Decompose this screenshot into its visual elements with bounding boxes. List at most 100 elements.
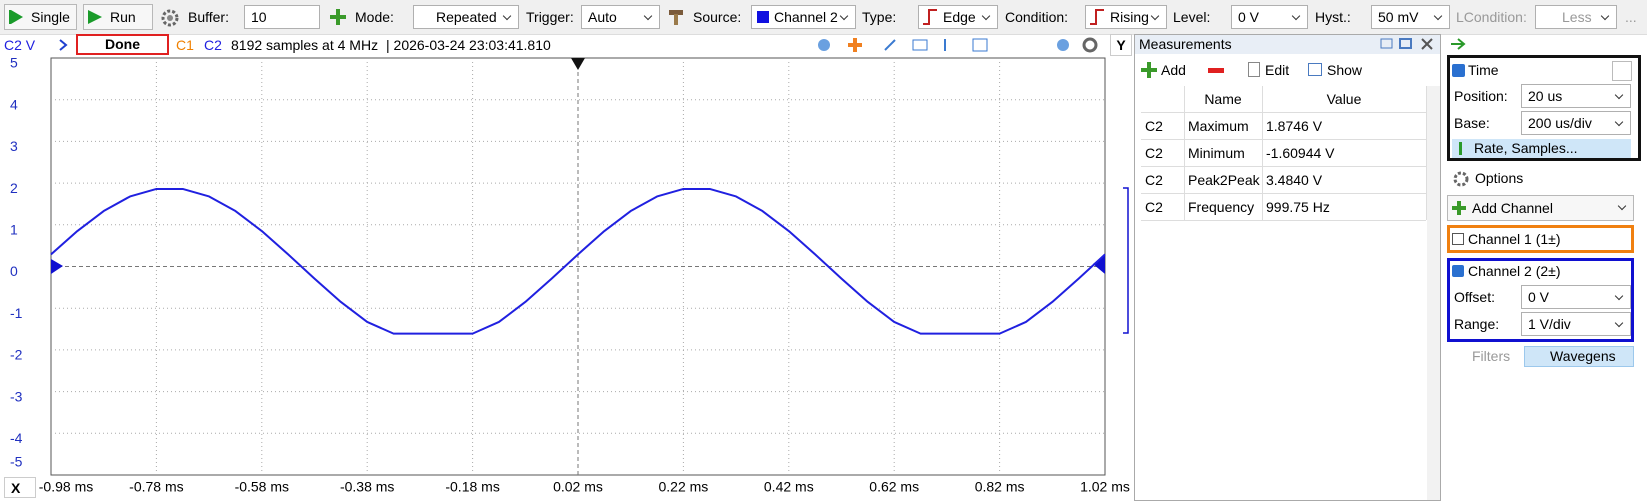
remove-measurement[interactable] [1208, 68, 1224, 73]
y-tick-label: -5 [10, 454, 23, 470]
y-tick-label: -4 [10, 430, 23, 446]
x-tick-label: 0.82 ms [975, 479, 1025, 495]
scrollbar[interactable] [1427, 86, 1440, 500]
range-select[interactable]: 1 V/div [1521, 312, 1631, 336]
base-select[interactable]: 200 us/div [1521, 111, 1631, 135]
edge-icon [923, 9, 937, 25]
source-color [757, 11, 769, 23]
y-axis-unit: C2 V [4, 37, 36, 53]
hammer-icon[interactable] [668, 9, 684, 25]
x-tick-label: 0.42 ms [764, 479, 814, 495]
channel1-panel [1447, 225, 1634, 253]
hyst-label: Hyst.: [1315, 9, 1351, 25]
condition-label: Condition: [1005, 9, 1069, 25]
options-button[interactable]: Options [1475, 170, 1524, 186]
filters-button[interactable]: Filters [1472, 348, 1511, 364]
y-tick-label: -1 [10, 305, 23, 321]
y-button[interactable]: Y [1110, 34, 1132, 56]
row-divider [1141, 139, 1426, 140]
channel2-checkbox[interactable] [1452, 265, 1464, 277]
measurements-titlebar [1135, 35, 1440, 54]
more-button[interactable]: ... [1625, 9, 1637, 25]
buffer-label: Buffer: [188, 9, 229, 25]
name-cell: Peak2Peak [1188, 172, 1260, 188]
rate-button[interactable]: Rate, Samples... [1452, 139, 1631, 158]
add-icon[interactable] [330, 9, 346, 25]
x-tick-label: 0.62 ms [869, 479, 919, 495]
x-tick-label: -0.58 ms [235, 479, 289, 495]
x-button[interactable]: X [4, 477, 36, 498]
column-divider [1426, 86, 1427, 220]
trigger-position-marker[interactable] [571, 58, 585, 70]
add-channel-button[interactable]: Add Channel [1447, 195, 1634, 221]
timestamp: | 2026-03-24 23:03:41.810 [386, 37, 551, 53]
run-icon [88, 10, 102, 24]
lcondition-select[interactable]: Less [1535, 5, 1617, 29]
x-tick-label: -0.78 ms [129, 479, 183, 495]
y-tick-label: 5 [10, 55, 18, 71]
row-divider [1141, 220, 1426, 221]
channel1-checkbox[interactable] [1452, 233, 1464, 245]
name-cell: Frequency [1188, 199, 1255, 215]
position-label: Position: [1454, 88, 1508, 104]
trigger-select[interactable]: Auto [581, 5, 660, 29]
x-tick-label: -0.18 ms [445, 479, 499, 495]
column-header: Name [1204, 91, 1242, 107]
window-buttons[interactable] [1380, 37, 1438, 51]
gear-icon[interactable] [161, 9, 179, 27]
position-select[interactable]: 20 us [1521, 84, 1631, 108]
mode-select[interactable]: Repeated [413, 5, 519, 29]
x-tick-label: 1.02 ms [1080, 479, 1130, 495]
level-input[interactable]: 0 V [1231, 5, 1308, 29]
wavegens-button[interactable]: Wavegens [1524, 346, 1634, 367]
name-cell: Minimum [1188, 145, 1245, 161]
dock-arrow[interactable] [1450, 38, 1466, 50]
range-bracket [1123, 187, 1129, 334]
column-divider [1184, 86, 1185, 220]
base-label: Base: [1454, 115, 1490, 131]
x-tick-label: 0.22 ms [658, 479, 708, 495]
measurements-table: Name Value C2 Maximum 1.8746 V C2 Minimum -1.60… [1141, 86, 1427, 224]
value-cell: -1.60944 V [1266, 145, 1335, 161]
buffer-input[interactable]: 10 [244, 5, 320, 29]
add-channel-icon [1452, 201, 1466, 215]
header-divider [1141, 112, 1426, 113]
expand-icon[interactable] [58, 39, 68, 51]
y-tick-label: 0 [10, 263, 18, 279]
offset-label: Offset: [1454, 289, 1495, 305]
add-measurement-icon[interactable] [1141, 62, 1157, 78]
time-checkbox[interactable] [1452, 64, 1465, 77]
level-label: Level: [1173, 9, 1211, 25]
channel-cell: C2 [1145, 118, 1163, 134]
channel2-tag[interactable]: C2 [204, 37, 222, 53]
x-tick-label: -0.98 ms [39, 479, 93, 495]
add-measurement[interactable]: Add [1161, 62, 1186, 78]
column-divider [1262, 86, 1263, 220]
y-tick-label: 3 [10, 138, 18, 154]
hyst-input[interactable]: 50 mV [1371, 5, 1450, 29]
single-icon [9, 10, 23, 24]
trigger-level-marker[interactable] [1093, 254, 1105, 274]
channel-cell: C2 [1145, 145, 1163, 161]
show-icon [1308, 63, 1322, 76]
channel-cell: C2 [1145, 172, 1163, 188]
show-measurement[interactable]: Show [1327, 62, 1363, 78]
waveform [50, 187, 1106, 335]
value-cell: 3.4840 V [1266, 172, 1323, 188]
y-tick-label: 2 [10, 180, 18, 196]
source-select[interactable]: Channel 2 [751, 5, 856, 29]
offset-select[interactable]: 0 V [1521, 285, 1631, 309]
edit-measurement[interactable]: Edit [1265, 62, 1290, 78]
source-label: Source: [693, 9, 742, 25]
time-settings[interactable] [1612, 61, 1632, 81]
channel1-tag[interactable]: C1 [176, 37, 194, 53]
y-tick-label: -3 [10, 388, 23, 404]
plot-tools[interactable] [815, 36, 1105, 54]
lcondition-label: LCondition: [1456, 9, 1527, 25]
y-tick-label: 1 [10, 222, 18, 238]
options-gear [1453, 171, 1469, 187]
value-cell: 1.8746 V [1266, 118, 1323, 134]
type-label: Type: [862, 9, 897, 25]
x-tick-label: 0.02 ms [553, 479, 603, 495]
channel-offset-marker[interactable] [51, 259, 63, 274]
